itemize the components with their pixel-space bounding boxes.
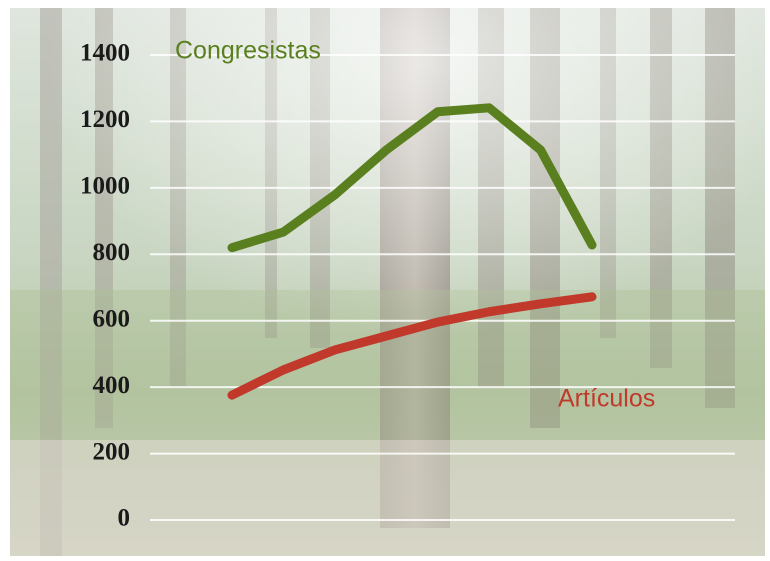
y-tick-label: 1200	[80, 106, 130, 133]
background-photo	[10, 8, 765, 556]
y-tick-label: 200	[93, 438, 131, 465]
y-tick-label: 400	[93, 372, 131, 399]
series-line	[227, 103, 597, 253]
series-line	[227, 292, 597, 400]
series-label: Congresistas	[175, 37, 321, 65]
y-tick-label: 1000	[80, 173, 130, 200]
y-tick-label: 800	[93, 239, 131, 266]
y-tick-label: 0	[118, 505, 131, 532]
y-tick-label: 1400	[80, 40, 130, 67]
series-label: Artículos	[558, 385, 655, 413]
y-tick-label: 600	[93, 305, 131, 332]
